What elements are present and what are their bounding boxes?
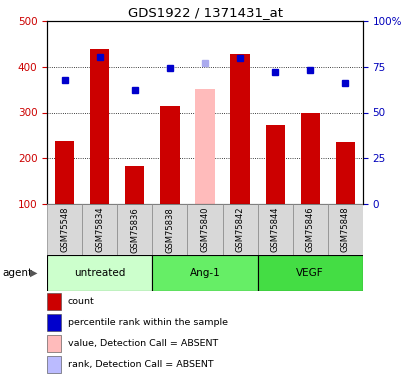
Text: ▶: ▶ [29,268,37,278]
Bar [160,106,179,204]
Bar [125,166,144,204]
Text: agent: agent [2,268,32,278]
Text: value, Detection Call = ABSENT: value, Detection Call = ABSENT [67,339,218,348]
Text: Ang-1: Ang-1 [189,268,220,278]
Bar [292,204,327,255]
Text: rank, Detection Call = ABSENT: rank, Detection Call = ABSENT [67,360,213,369]
Text: GSM75840: GSM75840 [200,207,209,252]
Bar [47,293,61,310]
Text: GSM75838: GSM75838 [165,207,174,253]
Title: GDS1922 / 1371431_at: GDS1922 / 1371431_at [127,6,282,20]
Text: VEGF: VEGF [296,268,323,278]
Bar [195,88,214,204]
Bar [152,255,257,291]
Bar [152,204,187,255]
Text: percentile rank within the sample: percentile rank within the sample [67,318,227,327]
Bar [257,255,362,291]
Bar [90,49,109,204]
Bar [265,125,284,204]
Bar [257,204,292,255]
Bar [335,142,354,204]
Bar [327,204,362,255]
Bar [47,204,82,255]
Text: GSM75548: GSM75548 [60,207,69,252]
Bar [300,113,319,204]
Bar [47,335,61,352]
Text: count: count [67,297,94,306]
Bar [230,54,249,204]
Bar [117,204,152,255]
Text: GSM75842: GSM75842 [235,207,244,252]
Text: untreated: untreated [74,268,125,278]
Text: GSM75848: GSM75848 [340,207,349,252]
Bar [47,356,61,373]
Bar [187,204,222,255]
Text: GSM75846: GSM75846 [305,207,314,252]
Bar [47,314,61,331]
Text: GSM75844: GSM75844 [270,207,279,252]
Text: GSM75834: GSM75834 [95,207,104,252]
Bar [47,255,152,291]
Bar [222,204,257,255]
Text: GSM75836: GSM75836 [130,207,139,253]
Bar [55,141,74,204]
Bar [82,204,117,255]
